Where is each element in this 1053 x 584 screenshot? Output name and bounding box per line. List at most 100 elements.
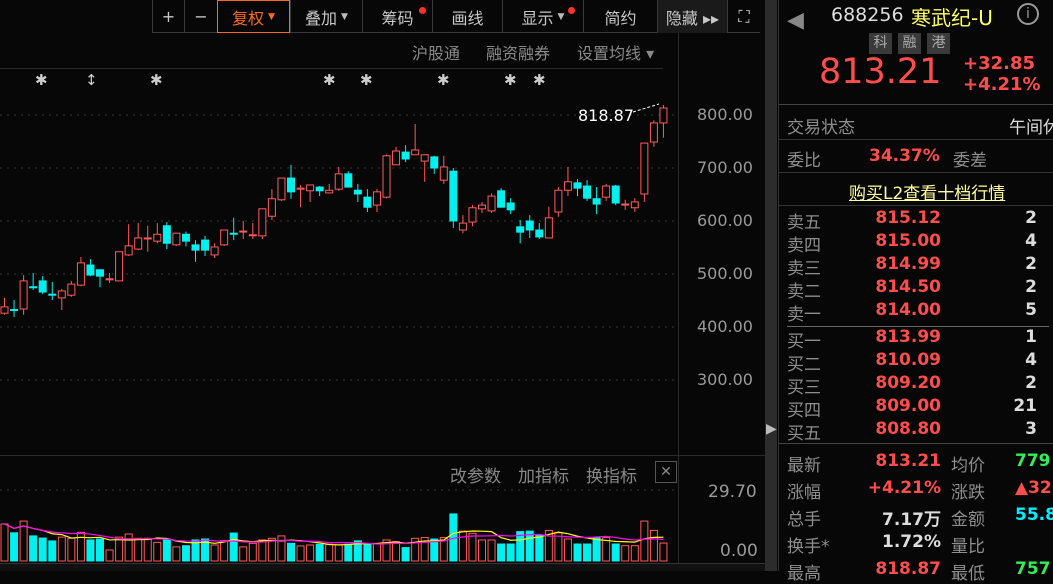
candle-body <box>382 155 391 198</box>
toolbar-button-5[interactable]: 画线 <box>432 0 502 33</box>
candle-body <box>344 173 353 188</box>
volume-bar <box>29 535 38 562</box>
badge-hk-connect: 港 <box>927 33 950 54</box>
candle-body <box>583 185 592 199</box>
candle-body <box>258 208 267 237</box>
stock-name: 寒武纪-U <box>911 6 993 30</box>
event-marker-icon[interactable]: ✱ <box>533 71 546 89</box>
chevron-down-icon: ▼ <box>341 11 348 22</box>
change-params-button[interactable]: 改参数 <box>450 467 501 487</box>
prev-stock-icon[interactable]: ◀ <box>787 8 804 33</box>
book-price: 813.99 <box>875 327 941 347</box>
candle-body <box>478 204 486 210</box>
volume-bar <box>497 543 506 562</box>
candle-body <box>143 237 152 240</box>
toolbar-button-8[interactable]: 隐藏 ▸▸ <box>657 0 727 33</box>
order-ratio-value: 34.37% <box>869 146 940 166</box>
candle-body <box>201 239 210 251</box>
candle-body <box>439 166 448 181</box>
add-indicator-button[interactable]: 加指标 <box>518 467 569 487</box>
info-icon[interactable]: i <box>1017 3 1039 25</box>
toolbar-button-9[interactable]: ⛶ <box>727 0 760 33</box>
stat-v2: 55.8 <box>1015 505 1053 525</box>
toolbar-button-2[interactable]: 复权 ▼ <box>217 0 290 33</box>
badge-margin: 融 <box>898 33 921 54</box>
switch-indicator-button[interactable]: 换指标 <box>586 467 637 487</box>
stat-v1: 7.17万 <box>882 510 941 530</box>
event-marker-icon[interactable]: ✱ <box>360 71 373 89</box>
toolbar-button-0[interactable]: + <box>152 0 184 33</box>
candle-body <box>649 122 658 143</box>
volume-bar <box>525 530 534 562</box>
price-axis-label: 700.00 <box>697 158 753 177</box>
book-qty: 1 <box>1025 327 1037 347</box>
margin-trading-link[interactable]: 融资融券 <box>486 44 551 63</box>
volume-bar <box>86 539 95 562</box>
stat-v1: +4.21% <box>867 478 941 498</box>
book-level-label: 买四 <box>787 401 821 421</box>
toolbar-button-3[interactable]: 叠加 ▼ <box>290 0 362 33</box>
candle-body <box>191 244 200 251</box>
high-price-marker: 818.87 <box>578 106 634 125</box>
price-axis-label: 400.00 <box>697 317 753 336</box>
stat-l1: 涨幅 <box>787 483 821 503</box>
event-marker-icon[interactable]: ✱ <box>504 71 517 89</box>
stat-v2: 757 <box>1015 559 1051 579</box>
candle-body <box>420 154 429 162</box>
book-level-label: 买三 <box>787 378 821 398</box>
candle-body <box>544 217 553 239</box>
toolbar-button-4[interactable]: 筹码 <box>362 0 432 33</box>
toolbar-button-label: − <box>194 7 208 26</box>
volume-ma-line <box>4 523 664 546</box>
candle-body <box>363 196 372 208</box>
volume-bar <box>344 543 353 562</box>
candle-body <box>162 225 171 244</box>
volume-bar <box>516 531 525 562</box>
stat-v2: 779 <box>1015 451 1051 471</box>
book-level-label: 卖五 <box>787 213 821 233</box>
volume-bar <box>573 543 582 562</box>
buy-l2-link[interactable]: 购买L2查看十档行情 <box>849 184 1006 204</box>
order-diff-label: 委差 <box>953 151 987 171</box>
price-axis-label: 500.00 <box>697 264 753 283</box>
volume-bar <box>363 543 372 562</box>
collapse-panel-icon[interactable]: ▶ <box>766 421 777 437</box>
stat-v1: 1.72% <box>882 532 941 552</box>
candle-body <box>229 232 238 235</box>
candle-body <box>181 233 190 242</box>
event-marker-icon[interactable]: ↕ <box>85 71 98 89</box>
time-axis <box>0 563 765 571</box>
book-price: 815.00 <box>875 231 941 251</box>
close-icon[interactable]: ✕ <box>655 461 677 483</box>
candle-body <box>220 229 229 246</box>
panel-splitter[interactable] <box>765 0 777 571</box>
event-marker-icon[interactable]: ✱ <box>437 71 450 89</box>
candle-body <box>172 232 181 246</box>
volume-bar <box>544 529 553 562</box>
toolbar-button-7[interactable]: 简约 <box>583 0 657 33</box>
toolbar-button-1[interactable]: − <box>184 0 217 33</box>
candle-body <box>468 207 477 223</box>
toolbar-button-6[interactable]: 显示 ▼ <box>502 0 583 33</box>
event-marker-icon[interactable]: ✱ <box>323 71 336 89</box>
stat-l1: 换手* <box>787 537 830 557</box>
volume-bar <box>67 537 76 562</box>
hgt-link[interactable]: 沪股通 <box>412 44 461 63</box>
badge-star-market: 科 <box>869 33 892 54</box>
volume-bar <box>181 545 190 562</box>
candle-body <box>306 184 315 192</box>
event-marker-icon[interactable]: ✱ <box>150 71 163 89</box>
event-marker-icon[interactable]: ✱ <box>35 71 48 89</box>
book-price: 814.99 <box>875 254 941 274</box>
candle-body <box>38 280 47 293</box>
volume-bar <box>201 538 210 562</box>
volume-bar <box>48 540 57 562</box>
volume-bar <box>659 542 668 562</box>
candlestick-chart[interactable] <box>0 0 678 571</box>
volume-bar <box>277 535 286 562</box>
candle-body <box>611 185 620 204</box>
candle-body <box>105 278 114 281</box>
set-ma-dropdown[interactable]: 设置均线 ▾ <box>577 44 655 63</box>
book-qty: 3 <box>1025 419 1037 439</box>
volume-bar <box>554 532 563 562</box>
